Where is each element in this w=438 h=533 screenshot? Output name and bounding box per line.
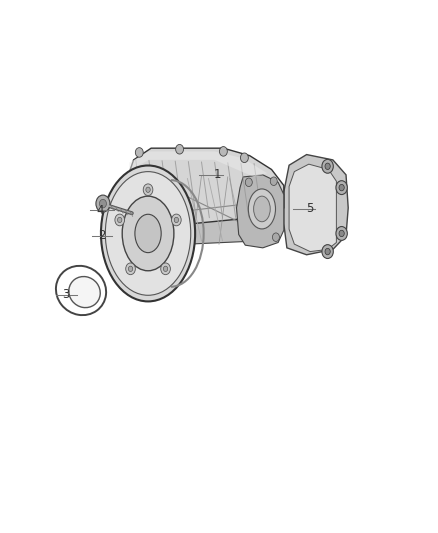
Text: 3: 3 <box>63 288 70 301</box>
Circle shape <box>128 266 133 271</box>
Circle shape <box>336 181 347 195</box>
Text: 2: 2 <box>99 229 106 242</box>
Circle shape <box>322 245 333 259</box>
Polygon shape <box>237 175 284 248</box>
Circle shape <box>176 144 184 154</box>
Circle shape <box>99 199 106 208</box>
Circle shape <box>161 263 170 274</box>
Text: 1: 1 <box>214 168 221 181</box>
Circle shape <box>339 184 344 191</box>
Circle shape <box>96 195 110 212</box>
Circle shape <box>126 263 135 274</box>
Circle shape <box>146 187 150 192</box>
Circle shape <box>325 163 330 169</box>
Polygon shape <box>289 164 336 252</box>
Circle shape <box>135 148 143 157</box>
Ellipse shape <box>122 196 174 271</box>
Circle shape <box>172 214 181 226</box>
Circle shape <box>143 184 153 196</box>
Circle shape <box>270 177 277 185</box>
Ellipse shape <box>69 277 100 308</box>
Circle shape <box>339 230 344 237</box>
Ellipse shape <box>101 165 195 301</box>
Polygon shape <box>129 151 267 177</box>
Ellipse shape <box>254 196 270 222</box>
Circle shape <box>325 248 330 255</box>
Circle shape <box>117 217 122 223</box>
Circle shape <box>115 214 124 226</box>
Ellipse shape <box>106 172 191 295</box>
Polygon shape <box>147 175 280 244</box>
Text: 4: 4 <box>96 204 104 216</box>
Circle shape <box>240 153 248 163</box>
Circle shape <box>272 233 279 241</box>
Circle shape <box>174 217 179 223</box>
Circle shape <box>322 159 333 173</box>
Ellipse shape <box>248 189 276 229</box>
Text: 5: 5 <box>306 203 313 215</box>
Polygon shape <box>284 155 348 255</box>
Circle shape <box>163 266 168 271</box>
Circle shape <box>336 227 347 240</box>
Circle shape <box>245 178 252 187</box>
Polygon shape <box>122 148 284 225</box>
Circle shape <box>219 147 227 156</box>
Ellipse shape <box>135 214 161 253</box>
